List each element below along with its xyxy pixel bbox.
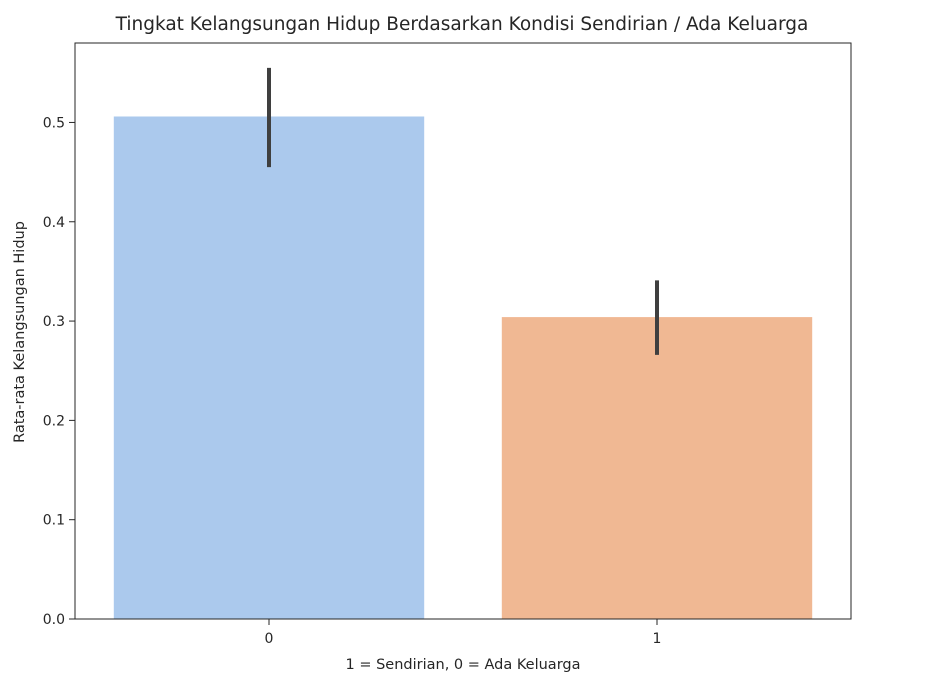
bar-0 [113,116,425,619]
y-tick-label: 0.1 [43,513,65,529]
chart-title: Tingkat Kelangsungan Hidup Berdasarkan K… [115,14,809,35]
y-tick-label: 0.2 [43,413,65,429]
x-tick-label-1: 1 [653,631,662,647]
y-axis-label: Rata-rata Kelangsungan Hidup [12,221,28,443]
y-tick-label: 0.4 [43,215,65,231]
y-tick-label: 0.0 [43,612,65,628]
y-tick-label: 0.5 [43,115,65,131]
y-tick-label: 0.3 [43,314,65,330]
bar-1 [501,317,813,619]
plot-frame [74,42,852,620]
x-axis-label: 1 = Sendirian, 0 = Ada Keluarga [346,657,581,673]
x-tick-label-0: 0 [265,631,274,647]
